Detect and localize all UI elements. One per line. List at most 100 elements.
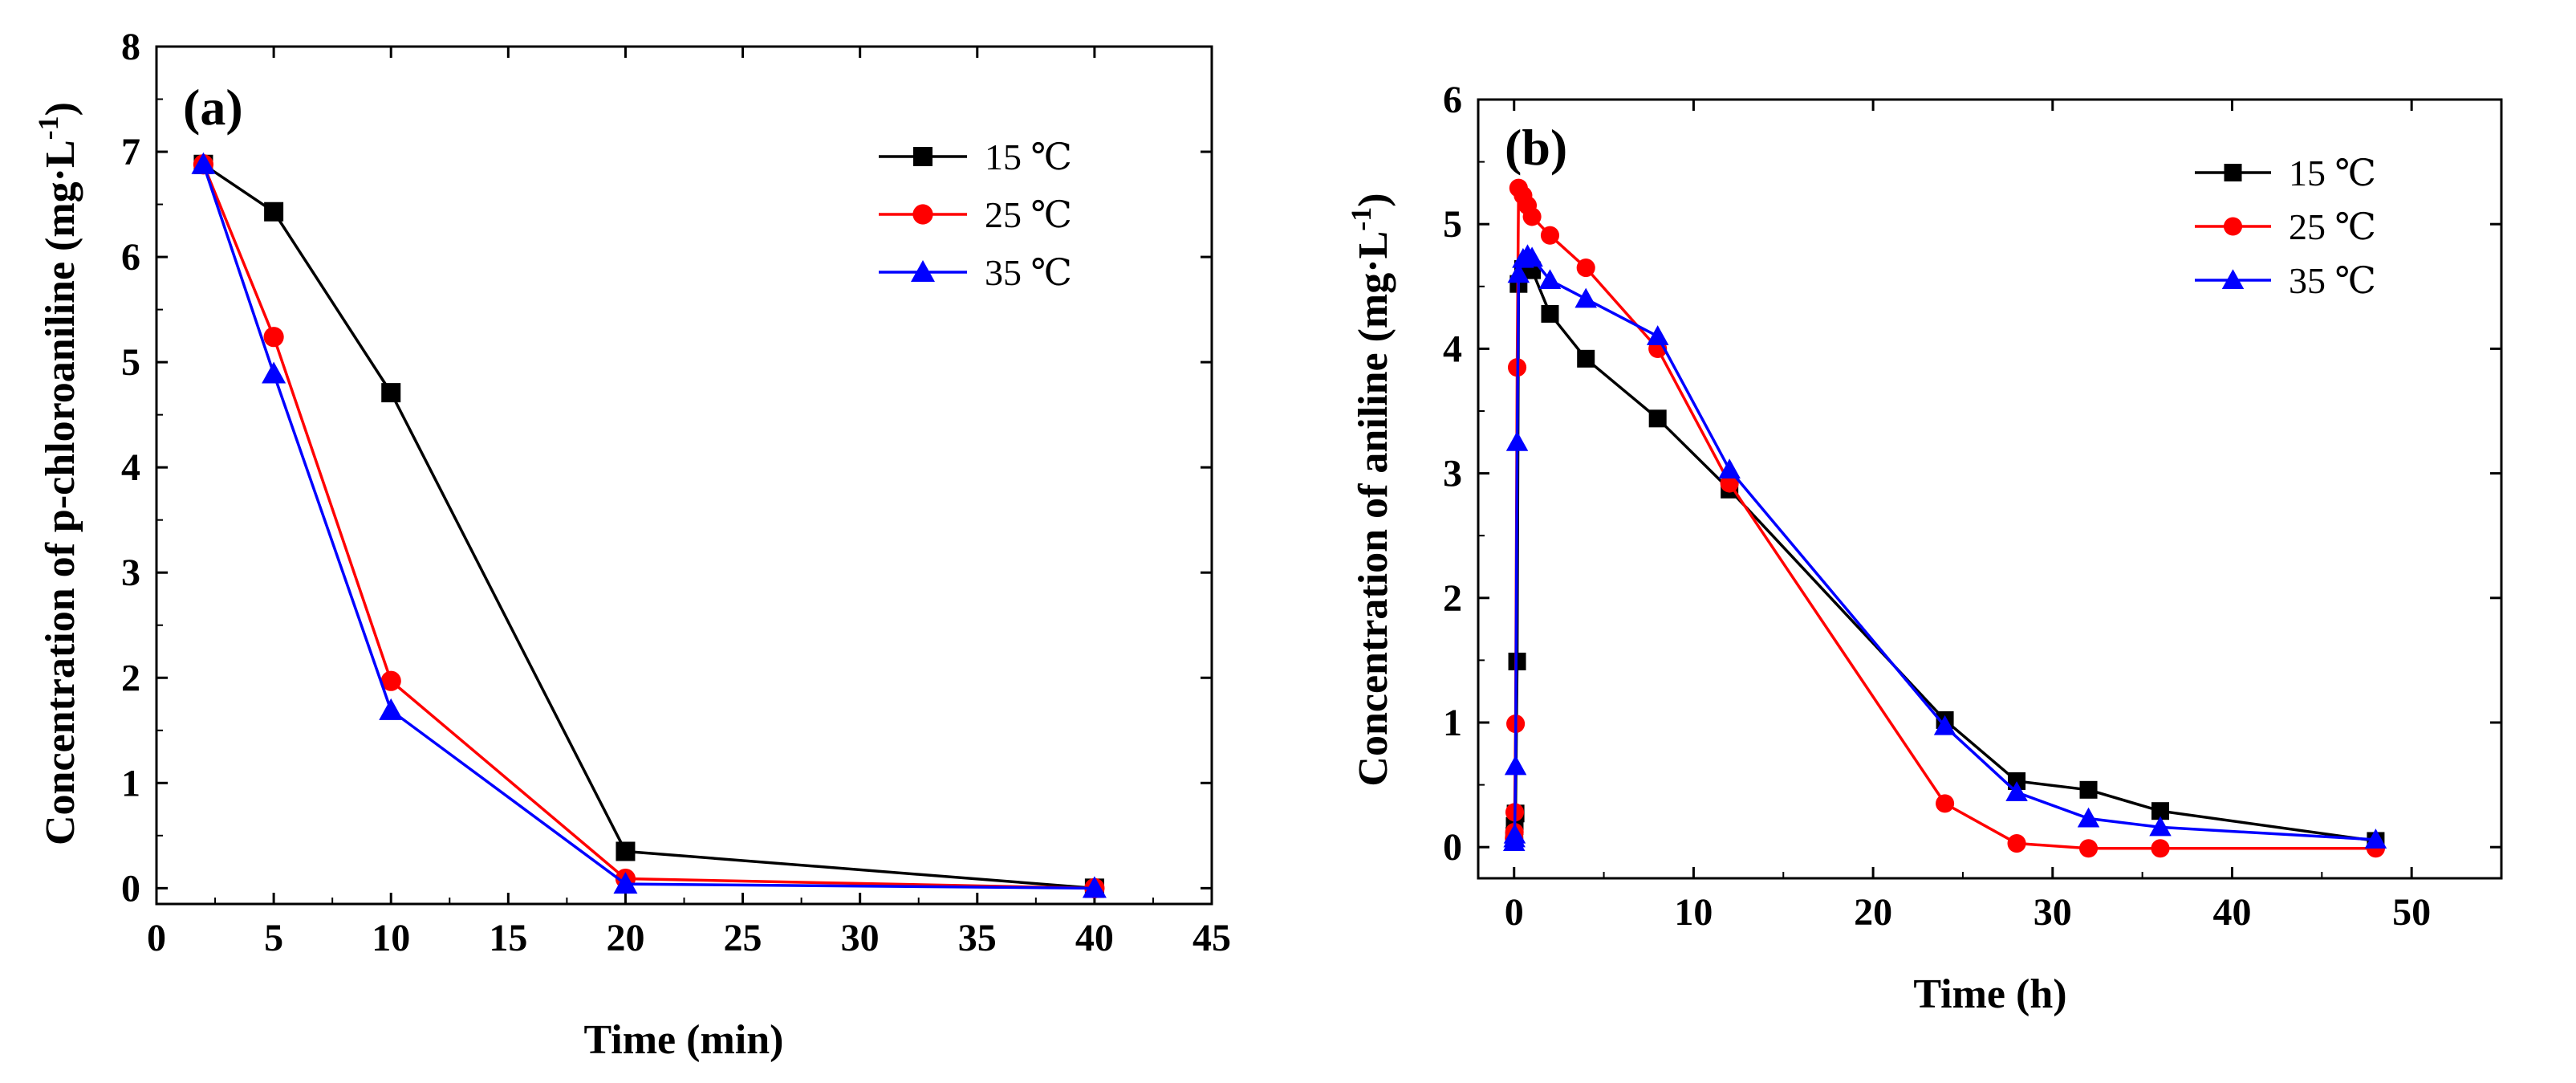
panel-a-point (191, 152, 216, 174)
panel-b-ytick-label: 5 (1443, 203, 1462, 246)
panel-b-chart: 0 10 20 30 40 50 0 1 2 3 4 5 6 (b) Time (h) Concentr… (1345, 79, 2503, 1017)
panel-b-ylabel-sup: -1 (1345, 207, 1377, 231)
panel-a-ytick-label: 6 (121, 236, 140, 279)
panel-b-point (2008, 772, 2026, 790)
panel-b-point (2079, 780, 2098, 799)
panel-b-xtick-label: 50 (2392, 891, 2431, 934)
panel-a-ytick-label: 3 (121, 552, 140, 594)
panel-b-point (1718, 458, 1741, 478)
panel-b-plot-frame (1477, 98, 2503, 880)
panel-b-point (2151, 839, 2170, 858)
panel-a-xtick-label: 0 (147, 917, 166, 959)
panel-b-legend: 15 ℃ 25 ℃ 35 ℃ (2195, 153, 2376, 301)
panel-b-point (2078, 839, 2099, 858)
panel-b-ytick-label: 0 (1443, 826, 1462, 869)
panel-a-ylabel-close: ) (38, 102, 83, 116)
panel-a-ylabel-sup: -1 (32, 116, 64, 140)
panel-a-xtick-label: 25 (724, 917, 762, 959)
panel-b-point (1933, 715, 1956, 735)
panel-b-point (1648, 409, 1667, 428)
panel-b-series-line-2 (1512, 254, 2376, 843)
panel-a-point (1082, 876, 1107, 898)
panel-a-ytick-label: 4 (121, 446, 140, 489)
panel-b-series-line-1 (1512, 186, 2376, 850)
panel-b-point (1936, 794, 1955, 813)
panel-b-ytick-label: 4 (1443, 328, 1462, 370)
panel-a-legend-label: 15 ℃ (985, 136, 1072, 177)
panel-b-point (2149, 816, 2172, 837)
panel-a-xlabel: Time (min) (584, 1017, 784, 1063)
panel-a-ytick-label: 5 (121, 341, 140, 384)
panel-b-label: (b) (1505, 119, 1567, 176)
panel-a-point (380, 670, 401, 691)
panel-a-ytick-label: 8 (121, 26, 140, 68)
panel-b-ytick-label: 6 (1443, 79, 1462, 121)
panel-a-legend-marker (913, 147, 932, 166)
panel-b-point (2151, 802, 2169, 820)
panel-b-point (1538, 269, 1562, 290)
panel-a-series (191, 152, 1107, 898)
panel-a-xtick-label: 10 (372, 917, 410, 959)
panel-b-point (1504, 755, 1527, 776)
panel-b-legend-marker (2221, 269, 2245, 289)
panel-b-point (2364, 829, 2387, 849)
panel-a-point (616, 841, 636, 861)
panel-b-point (1574, 287, 1597, 308)
panel-b-xtick-label: 10 (1674, 891, 1713, 934)
panel-b-xtick-label: 20 (1854, 891, 1892, 934)
panel-a-ylabel: Concentration of p-chloroaniline (mg·L-1… (32, 102, 83, 845)
panel-a-ytick-label: 0 (121, 867, 140, 910)
panel-a-legend-marker (912, 204, 933, 225)
panel-b-point (1577, 349, 1595, 368)
panel-b-point (1540, 226, 1560, 245)
panel-a-point (381, 383, 401, 403)
panel-a-ytick-label: 7 (121, 131, 140, 173)
panel-b-legend-label: 15 ℃ (2289, 153, 2376, 193)
panel-b-point (2077, 807, 2100, 828)
panel-b-point (1720, 474, 1739, 493)
panel-a-xtick-label: 5 (264, 917, 283, 959)
panel-a-point (379, 698, 404, 720)
panel-b-point (1503, 823, 1526, 844)
panel-a-point (262, 361, 286, 384)
panel-a-xtick-label: 40 (1075, 917, 1114, 959)
panel-a-point (263, 327, 284, 348)
panel-b-point (1521, 246, 1543, 267)
panel-b-point (2005, 781, 2028, 801)
panel-b-series-line-0 (1512, 263, 2376, 843)
panel-a-ytick-label: 2 (121, 657, 140, 699)
panel-a-legend: 15 ℃ 25 ℃ 35 ℃ (879, 136, 1072, 293)
panel-b-xlabel: Time (h) (1913, 971, 2066, 1017)
panel-b-point (1541, 304, 1559, 323)
panel-a-ylabel-main: Concentration of p-chloroaniline (mg·L (38, 140, 83, 845)
panel-b-ticks: 0 10 20 30 40 50 0 1 2 3 4 5 6 (1443, 79, 2501, 934)
panel-a-ytick-label: 1 (121, 762, 140, 804)
panel-b-xtick-label: 40 (2212, 891, 2251, 934)
panel-b-point (1507, 263, 1530, 283)
panel-b-ylabel: Concentration of aniline (mg·L-1) (1345, 193, 1396, 786)
panel-a-point (264, 202, 284, 222)
panel-b-xtick-label: 0 (1505, 891, 1524, 934)
panel-b-xtick-label: 30 (2034, 891, 2072, 934)
panel-a-label: (a) (183, 79, 243, 136)
panel-a-xtick-label: 45 (1193, 917, 1231, 959)
panel-b-point (2007, 833, 2026, 853)
panel-a-xtick-label: 20 (606, 917, 644, 959)
panel-a-legend-label: 25 ℃ (985, 194, 1072, 235)
panel-b-point (1522, 207, 1542, 226)
panel-b-series (1502, 178, 2387, 858)
panel-a-legend-marker (911, 260, 935, 282)
panel-a-xtick-label: 35 (958, 917, 997, 959)
panel-a-legend-label: 35 ℃ (985, 252, 1072, 293)
panel-b-ytick-label: 2 (1443, 577, 1462, 620)
panel-b-ylabel-main: Concentration of aniline (mg·L (1351, 231, 1396, 787)
panel-b-legend-label: 25 ℃ (2289, 206, 2376, 247)
panel-b-point (1576, 258, 1595, 278)
panel-b-ytick-label: 1 (1443, 702, 1462, 744)
panel-a-point (613, 872, 638, 894)
panel-b-point (1505, 431, 1529, 451)
panel-b-legend-marker (2224, 164, 2242, 181)
